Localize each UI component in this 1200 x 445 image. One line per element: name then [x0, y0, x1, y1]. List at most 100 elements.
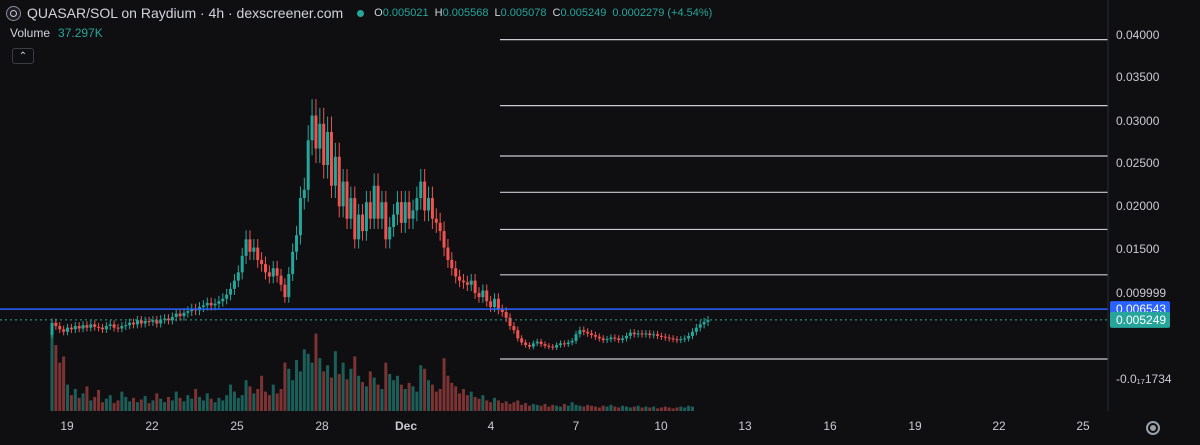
- volume-bar: [58, 362, 62, 411]
- candle-body: [364, 202, 368, 232]
- candle-body: [271, 268, 275, 277]
- time-tick-label: 13: [738, 419, 752, 433]
- volume-bar: [489, 402, 493, 411]
- volume-bar: [73, 389, 77, 411]
- candle-body: [524, 342, 528, 345]
- price-badge: [1110, 311, 1170, 328]
- candle-body: [656, 334, 660, 336]
- volume-bar: [209, 398, 213, 411]
- candle-body: [50, 322, 54, 336]
- volume-bar: [617, 407, 621, 411]
- candle-body: [675, 339, 679, 341]
- volume-bar: [562, 403, 566, 411]
- candle-body: [357, 214, 361, 240]
- volume-bar: [469, 391, 473, 411]
- volume-bar: [384, 362, 388, 411]
- candle-body: [543, 344, 547, 346]
- candle-body: [558, 343, 562, 345]
- time-tick-label: 22: [992, 419, 1006, 433]
- volume-bar: [632, 406, 636, 411]
- time-axis: 19 22 25 28 Dec 4 7 10 13 16 19 22 25: [60, 419, 1090, 433]
- volume-bar: [535, 404, 539, 411]
- volume-bar: [186, 395, 190, 411]
- candle-body: [353, 198, 357, 240]
- candle-body: [683, 338, 687, 340]
- candle-body: [178, 313, 182, 317]
- volume-bar: [217, 397, 221, 411]
- candle-body: [671, 338, 675, 340]
- ohlc-high-value: 0.005568: [442, 7, 489, 19]
- candle-body: [593, 335, 597, 337]
- volume-bar: [124, 396, 128, 411]
- volume-bar: [493, 397, 497, 411]
- volume-bar: [601, 405, 605, 411]
- candle-body: [120, 326, 124, 329]
- time-tick-label: 25: [1076, 419, 1090, 433]
- candle-body: [139, 320, 143, 324]
- volume-bar: [648, 407, 652, 411]
- candle-body: [496, 298, 500, 310]
- volume-bar: [380, 389, 384, 411]
- settings-gear-icon[interactable]: [1146, 421, 1160, 435]
- volume-bar: [229, 384, 233, 411]
- volume-bar: [636, 405, 640, 411]
- candle-body: [551, 346, 555, 348]
- candle-body: [361, 214, 365, 232]
- volume-bar: [337, 374, 341, 411]
- candle-body: [143, 321, 147, 324]
- candle-body: [287, 274, 291, 298]
- volume-bar: [116, 400, 120, 411]
- volume-bar: [454, 386, 458, 411]
- candle-body: [128, 322, 132, 326]
- candle-body: [632, 332, 636, 335]
- candle-body: [93, 324, 97, 327]
- volume-bar: [687, 405, 691, 411]
- candle-body: [582, 330, 586, 332]
- volume-bar: [112, 403, 116, 411]
- volume-bar: [458, 393, 462, 411]
- candle-body: [392, 214, 396, 227]
- candle-body: [399, 202, 403, 223]
- candle-body: [539, 341, 543, 345]
- candle-body: [434, 218, 438, 223]
- volume-bar: [310, 362, 314, 411]
- candle-body: [613, 337, 617, 339]
- candle-body: [100, 327, 104, 330]
- candle-body: [314, 115, 318, 149]
- candle-body: [566, 342, 570, 345]
- volume-bar: [295, 359, 299, 411]
- volume-bar: [671, 408, 675, 411]
- volume-bar: [609, 404, 613, 411]
- candle-body: [694, 327, 698, 332]
- candle-body: [562, 343, 566, 345]
- candle-body: [415, 198, 419, 211]
- candle-body: [116, 327, 120, 329]
- volume-bar: [143, 396, 147, 411]
- volume-bar: [298, 371, 302, 411]
- price-badge-label: 0.005249: [1116, 313, 1166, 327]
- market-status-dot: [357, 9, 365, 17]
- volume-bar: [395, 375, 399, 411]
- collapse-legend-button[interactable]: ⌃: [12, 48, 34, 64]
- candle-body: [252, 247, 256, 252]
- candle-body: [469, 280, 473, 285]
- time-tick-label: 28: [315, 419, 329, 433]
- candle-body: [267, 272, 271, 277]
- candle-body: [372, 185, 376, 219]
- candle-body: [508, 317, 512, 327]
- candle-body: [124, 325, 128, 327]
- volume-bar: [178, 397, 182, 411]
- candle-body: [244, 239, 248, 256]
- candle-body: [427, 198, 431, 211]
- candle-body: [473, 280, 477, 293]
- volume-bar: [438, 389, 442, 411]
- volume-bar: [465, 395, 469, 411]
- time-tick-label: 19: [60, 419, 74, 433]
- candle-body: [698, 324, 702, 328]
- volume-bar: [236, 397, 240, 411]
- candle-body: [605, 339, 609, 341]
- volume-bar: [333, 351, 337, 411]
- time-tick-label: 7: [573, 419, 580, 433]
- volume-bar: [77, 397, 81, 411]
